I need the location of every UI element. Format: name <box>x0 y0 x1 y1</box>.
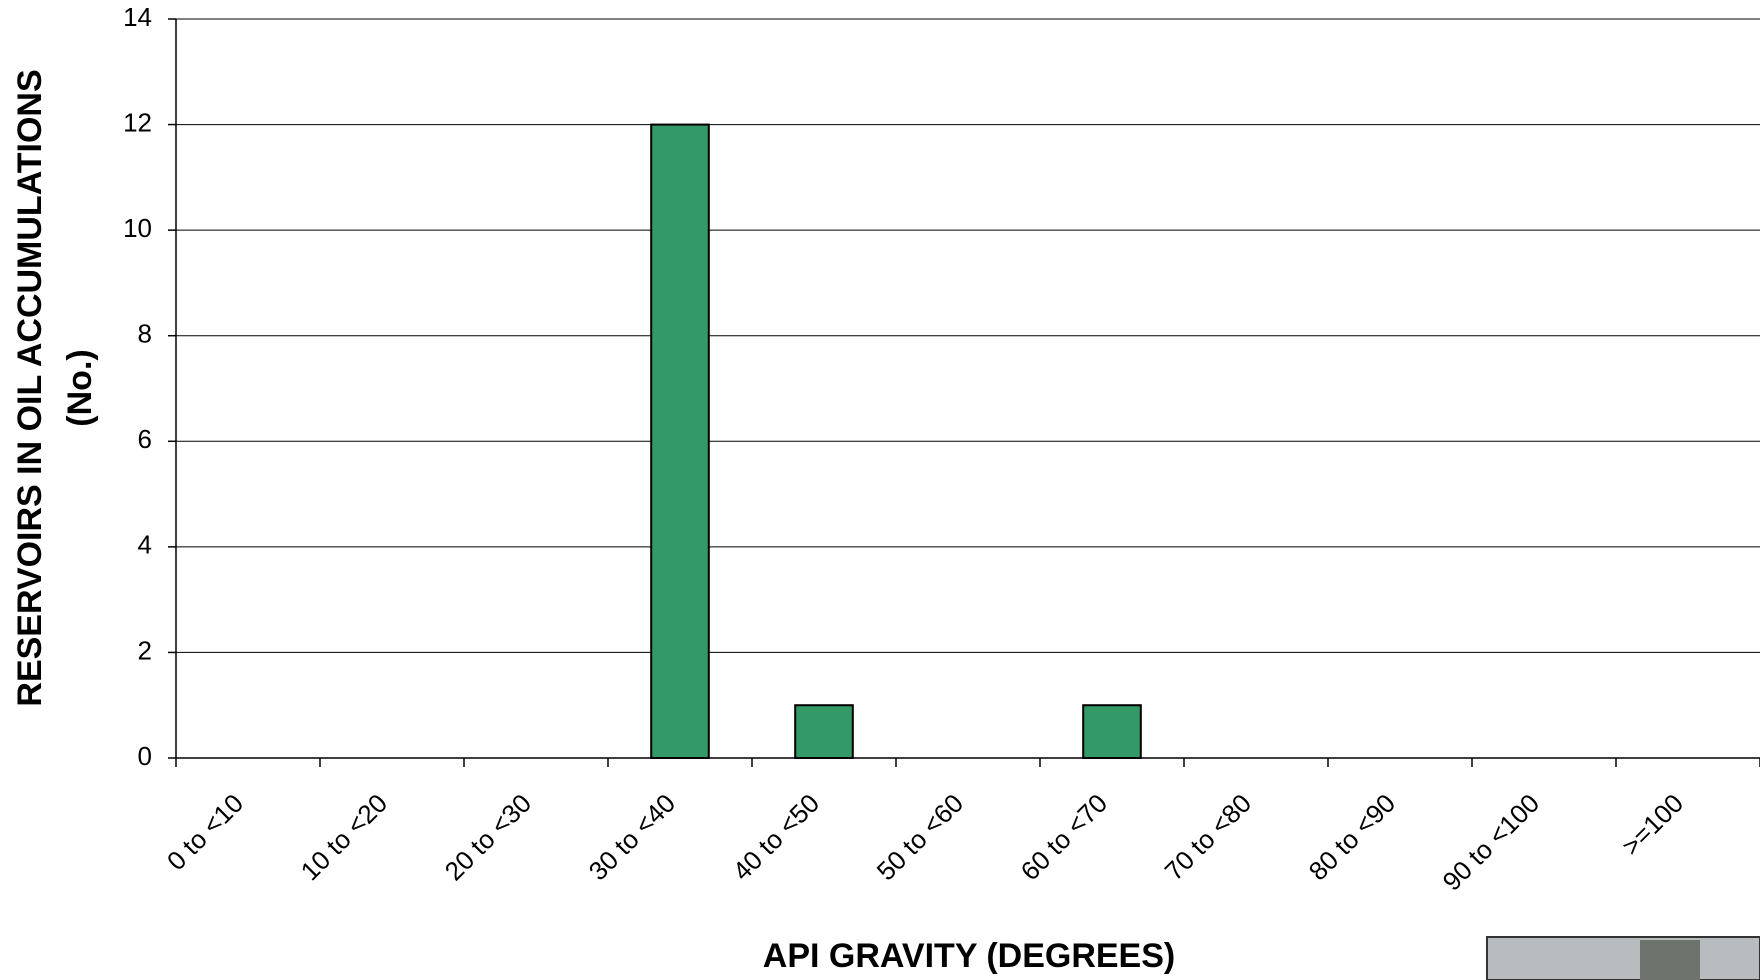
y-tick-label: 6 <box>138 424 152 454</box>
y-tick-label: 0 <box>138 741 152 771</box>
x-tick-label: 30 to <40 <box>583 788 681 886</box>
x-tick-label: 70 to <80 <box>1159 788 1257 886</box>
x-axis-title: API GRAVITY (DEGREES) <box>763 937 1175 975</box>
x-tick-label: 50 to <60 <box>871 788 969 886</box>
y-tick-label: 8 <box>138 319 152 349</box>
photo-thumbnail <box>1486 936 1760 980</box>
y-tick-label: 14 <box>123 2 152 32</box>
bar <box>794 704 854 760</box>
bar <box>1082 704 1142 760</box>
x-tick-label: 0 to <10 <box>161 788 249 876</box>
x-tick-label: 10 to <20 <box>295 788 393 886</box>
x-tick-label: >=100 <box>1616 788 1689 861</box>
x-tick-label: 60 to <70 <box>1015 788 1113 886</box>
y-tick-label: 12 <box>123 107 152 137</box>
y-tick-label: 10 <box>123 213 152 243</box>
y-tick-label: 4 <box>138 530 152 560</box>
x-tick-label: 80 to <90 <box>1303 788 1401 886</box>
x-tick-label: 90 to <100 <box>1436 788 1545 897</box>
x-tick-label: 40 to <50 <box>727 788 825 886</box>
x-tick-label: 20 to <30 <box>439 788 537 886</box>
y-axis-title: RESERVOIRS IN OIL ACCUMULATIONS <box>11 69 49 706</box>
y-axis-title: (No.) <box>61 349 99 426</box>
bar <box>650 123 710 760</box>
photo-detail <box>1640 940 1700 980</box>
y-tick-label: 2 <box>138 635 152 665</box>
